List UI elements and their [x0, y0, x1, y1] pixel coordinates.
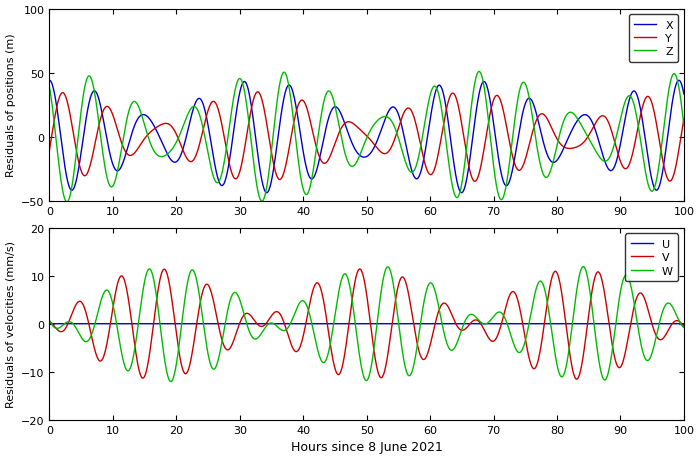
- Y: [169, 128, 178, 133]
- X: [83, 109, 92, 115]
- Y: [646, 97, 654, 103]
- U: [169, 321, 178, 327]
- W: [48, 323, 57, 328]
- X: [48, 83, 57, 88]
- V: [680, 324, 688, 330]
- V: [48, 321, 57, 327]
- Legend: U, V, W: U, V, W: [625, 234, 678, 282]
- Z: [71, 155, 80, 161]
- U: [46, 321, 54, 327]
- W: [71, 325, 80, 330]
- Z: [63, 200, 71, 205]
- U: [646, 321, 654, 327]
- Y: [470, 179, 479, 185]
- V: [646, 316, 654, 321]
- X: [680, 92, 688, 98]
- Z: [475, 69, 483, 75]
- W: [83, 339, 92, 344]
- Y: [253, 90, 262, 95]
- X-axis label: Hours since 8 June 2021: Hours since 8 June 2021: [290, 441, 442, 453]
- V: [356, 267, 364, 272]
- X: [646, 170, 654, 176]
- Z: [646, 188, 654, 194]
- W: [646, 355, 654, 360]
- V: [83, 315, 92, 321]
- W: [46, 318, 54, 324]
- Z: [169, 145, 178, 150]
- W: [680, 325, 688, 330]
- Y: [46, 148, 54, 153]
- Z: [46, 85, 54, 91]
- Z: [680, 124, 688, 129]
- V: [169, 312, 178, 317]
- W: [356, 354, 364, 360]
- X: [169, 160, 178, 165]
- Y-axis label: Residuals of positions (m): Residuals of positions (m): [6, 34, 15, 177]
- Y: [83, 171, 92, 176]
- U: [83, 321, 92, 327]
- Y: [71, 145, 80, 151]
- X: [262, 190, 271, 196]
- U: [356, 321, 364, 327]
- Z: [83, 76, 92, 81]
- W: [579, 264, 587, 270]
- U: [48, 321, 57, 327]
- Y: [356, 127, 364, 133]
- V: [71, 302, 80, 308]
- Legend: X, Y, Z: X, Y, Z: [629, 15, 678, 63]
- X: [46, 78, 54, 84]
- Z: [48, 105, 57, 110]
- Line: Z: Z: [50, 72, 684, 202]
- X: [71, 180, 80, 186]
- Y: [48, 130, 57, 135]
- Z: [356, 153, 364, 159]
- Y: [680, 117, 688, 122]
- Line: W: W: [50, 267, 684, 382]
- V: [573, 377, 581, 382]
- U: [680, 321, 688, 327]
- W: [167, 379, 175, 385]
- V: [356, 267, 364, 272]
- Line: V: V: [50, 269, 684, 380]
- U: [71, 321, 80, 327]
- Line: Y: Y: [50, 93, 684, 182]
- W: [169, 373, 178, 379]
- Line: X: X: [50, 81, 684, 193]
- Y-axis label: Residuals of velocities (mm/s): Residuals of velocities (mm/s): [6, 241, 15, 408]
- V: [46, 319, 54, 325]
- X: [356, 153, 364, 159]
